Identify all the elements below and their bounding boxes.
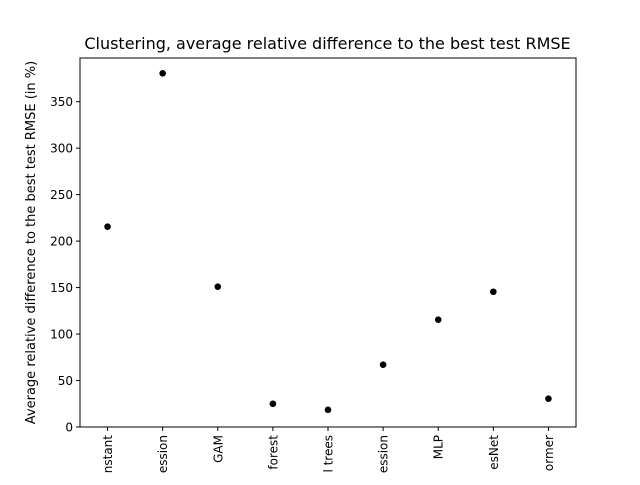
y-tick-label: 0 <box>65 421 73 435</box>
data-point <box>269 400 277 408</box>
x-tick-label: ession <box>377 435 391 473</box>
x-tick-label: ormer <box>542 435 556 471</box>
x-tick-label: l trees <box>322 435 336 473</box>
y-axis-label: Average relative difference to the best … <box>24 61 39 424</box>
data-point <box>379 361 387 369</box>
data-point <box>545 395 552 402</box>
y-tick-label: 50 <box>58 374 73 388</box>
data-point <box>490 288 497 296</box>
x-tick-label: esNet <box>487 435 501 470</box>
chart-title: Clustering, average relative difference … <box>84 34 570 53</box>
data-point <box>159 70 166 77</box>
plot-frame <box>79 57 577 428</box>
y-tick-label: 300 <box>50 142 73 156</box>
y-tick-label: 200 <box>50 235 73 249</box>
x-tick-label: GAM <box>211 435 225 463</box>
y-tick-label: 250 <box>50 188 73 202</box>
x-tick-label: nstant <box>101 435 115 474</box>
data-point <box>214 283 222 290</box>
y-tick-label: 150 <box>50 281 73 295</box>
x-tick-label: forest <box>266 435 280 470</box>
x-tick-label: ession <box>156 435 170 473</box>
x-tick-label: MLP <box>432 435 446 459</box>
data-point <box>434 316 442 323</box>
data-point <box>104 223 111 230</box>
y-tick-label: 100 <box>50 328 73 342</box>
y-tick-label: 350 <box>50 95 73 109</box>
data-point <box>324 406 332 414</box>
